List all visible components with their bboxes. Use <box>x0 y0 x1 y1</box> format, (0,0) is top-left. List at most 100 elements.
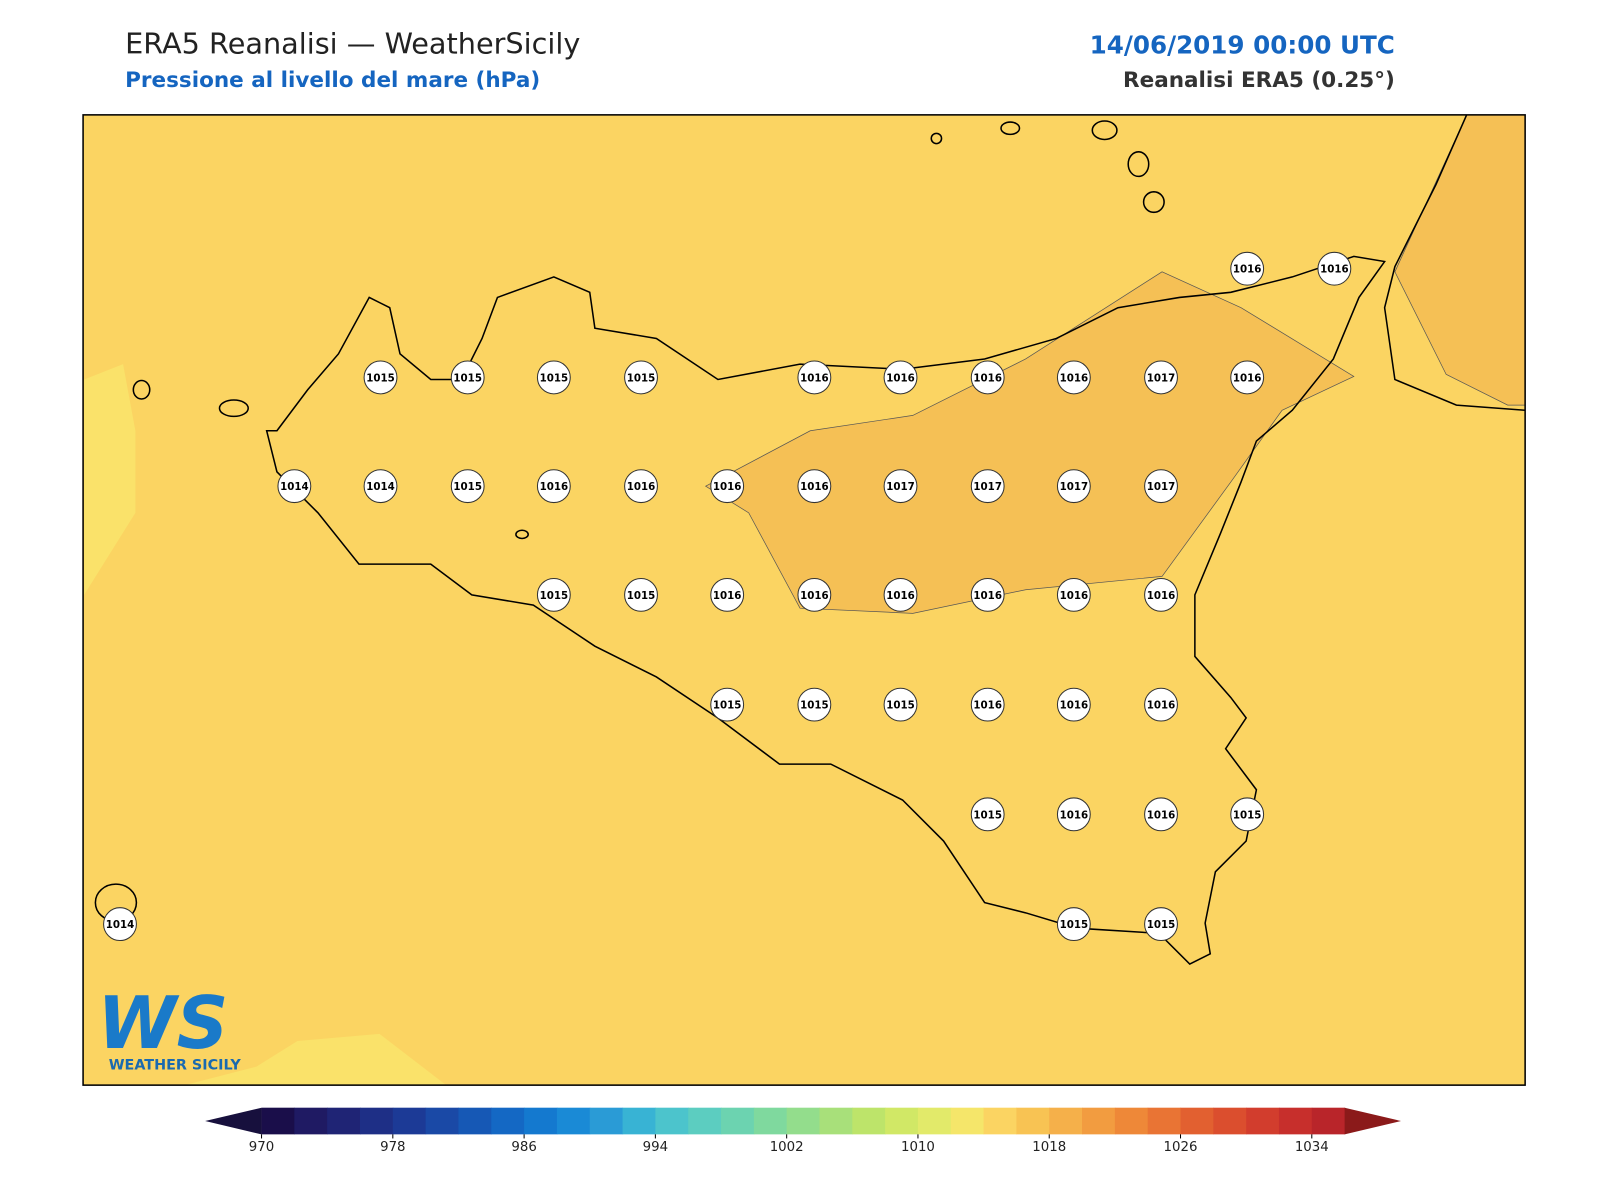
colorbar-bin <box>885 1107 919 1135</box>
colorbar-tick-label: 970 <box>249 1140 274 1155</box>
station-marker <box>536 469 571 504</box>
colorbar-bin <box>753 1107 788 1135</box>
station-marker <box>536 360 571 395</box>
station-marker <box>1144 360 1178 395</box>
station-marker <box>1056 907 1091 942</box>
station-marker <box>970 687 1005 722</box>
station-marker <box>970 797 1005 832</box>
station-value: 1015 <box>627 590 656 602</box>
station-marker <box>797 577 832 612</box>
colorbar-bin <box>1246 1107 1280 1135</box>
station-value: 1016 <box>1060 372 1089 384</box>
station-value: 1015 <box>453 372 482 384</box>
colorbar-bin <box>556 1107 591 1135</box>
station-marker <box>1144 577 1178 612</box>
station-marker <box>1230 360 1265 395</box>
colorbar-tick-label: 978 <box>380 1140 405 1155</box>
station-marker <box>1056 687 1091 722</box>
station-marker <box>1230 797 1265 832</box>
station-marker <box>363 360 398 395</box>
station-value: 1015 <box>1147 919 1176 931</box>
source: Reanalisi ERA5 (0.25°) <box>1123 68 1395 93</box>
station-value: 1015 <box>540 590 569 602</box>
station-value: 1016 <box>973 372 1002 384</box>
station-value: 1014 <box>366 481 395 493</box>
colorbar-bin <box>819 1107 853 1135</box>
station-marker <box>797 687 832 722</box>
colorbar-bin <box>688 1107 722 1135</box>
colorbar-under <box>205 1107 262 1135</box>
map: 1016 1016 1015 1015 1015 1015 1016 1016 1016 1016… <box>83 114 1526 1086</box>
station-marker <box>883 469 918 504</box>
colorbar-bin <box>1016 1107 1050 1135</box>
station-value: 1016 <box>886 372 915 384</box>
station-value: 1016 <box>1320 264 1349 276</box>
station-value: 1017 <box>973 481 1002 493</box>
colorbar-tick-label: 994 <box>643 1140 668 1155</box>
colorbar-bin <box>458 1107 492 1135</box>
station-value: 1015 <box>800 700 829 712</box>
station-value: 1016 <box>540 481 569 493</box>
colorbar-bin <box>852 1107 886 1135</box>
station-marker <box>363 469 398 504</box>
station-marker <box>1056 360 1091 395</box>
station-marker <box>710 469 745 504</box>
colorbar-bin <box>360 1107 394 1135</box>
station-value: 1016 <box>1233 264 1262 276</box>
colorbar-tick-label: 1002 <box>770 1140 804 1155</box>
colorbar-bin <box>327 1107 361 1135</box>
station-marker <box>1056 577 1091 612</box>
station-marker <box>1317 251 1352 286</box>
station-marker <box>450 360 485 395</box>
colorbar-bin <box>721 1107 755 1135</box>
colorbar-bin <box>1147 1107 1182 1135</box>
colorbar-bin <box>1049 1107 1083 1135</box>
colorbar-bin <box>917 1107 952 1135</box>
station-marker <box>1056 797 1091 832</box>
station-value: 1015 <box>540 372 569 384</box>
station-value: 1015 <box>366 372 395 384</box>
station-marker <box>450 469 485 504</box>
colorbar-bin <box>589 1107 624 1135</box>
station-marker <box>883 687 918 722</box>
colorbar-tick-label: 1026 <box>1164 1140 1198 1155</box>
station-value: 1015 <box>973 809 1002 821</box>
colorbar-bin <box>261 1107 295 1135</box>
station-value: 1016 <box>800 372 829 384</box>
station-value: 1016 <box>973 700 1002 712</box>
station-value: 1015 <box>627 372 656 384</box>
station-marker <box>624 469 658 504</box>
colorbar-tick-label: 986 <box>511 1140 536 1155</box>
station-value: 1016 <box>1060 590 1089 602</box>
station-value: 1015 <box>1060 919 1089 931</box>
station-value: 1015 <box>453 481 482 493</box>
logo-name: WEATHER SICILY <box>109 1058 242 1074</box>
colorbar-bin <box>1082 1107 1116 1135</box>
colorbar-bin <box>1114 1107 1149 1135</box>
station-marker <box>797 360 832 395</box>
station-marker <box>624 577 658 612</box>
station-value: 1016 <box>713 590 742 602</box>
station-marker <box>970 360 1005 395</box>
subtitle: Pressione al livello del mare (hPa) <box>125 68 540 93</box>
colorbar-bin <box>524 1107 558 1135</box>
station-marker <box>970 577 1005 612</box>
station-marker <box>883 360 918 395</box>
station-value: 1016 <box>800 590 829 602</box>
station-value: 1016 <box>973 590 1002 602</box>
colorbar-bin <box>425 1107 459 1135</box>
station-value: 1016 <box>1147 590 1176 602</box>
station-value: 1015 <box>886 700 915 712</box>
station-value: 1017 <box>886 481 915 493</box>
station-marker <box>1230 251 1265 286</box>
station-marker <box>277 469 312 504</box>
colorbar-bin <box>950 1107 985 1135</box>
colorbar-bin <box>1213 1107 1247 1135</box>
station-value: 1015 <box>713 700 742 712</box>
colorbar-bin <box>983 1107 1017 1135</box>
colorbar-bin <box>1311 1107 1346 1135</box>
station-marker <box>1144 797 1178 832</box>
station-value: 1016 <box>886 590 915 602</box>
station-value: 1016 <box>1147 700 1176 712</box>
